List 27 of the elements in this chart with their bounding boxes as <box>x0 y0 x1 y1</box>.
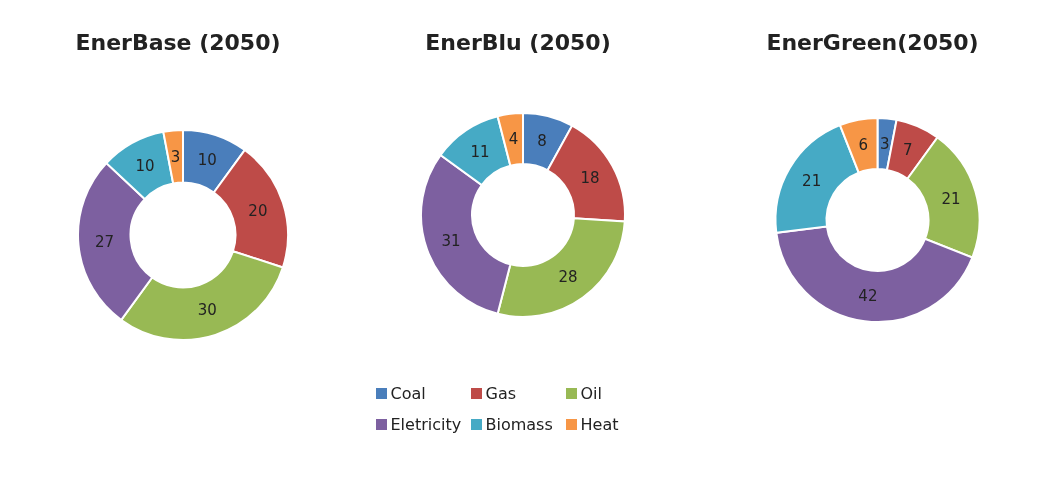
data-label: 21 <box>941 189 961 208</box>
data-label: 27 <box>95 233 115 252</box>
data-label: 42 <box>858 286 878 305</box>
data-label: 31 <box>441 231 461 250</box>
legend-label: Coal <box>390 384 426 403</box>
data-label: 6 <box>858 135 868 154</box>
legend-label: Eletricity <box>390 415 462 434</box>
data-label: 4 <box>508 130 519 149</box>
data-label: 8 <box>537 131 547 150</box>
chart-title: EnerBlu (2050) <box>424 30 612 55</box>
data-label: 10 <box>135 156 155 175</box>
data-label: 20 <box>248 201 268 220</box>
data-label: 3 <box>879 134 890 153</box>
data-label: 11 <box>470 142 490 161</box>
data-label: 18 <box>580 169 600 188</box>
legend-label: Gas <box>485 384 517 403</box>
legend-label: Oil <box>580 384 602 403</box>
data-label: 7 <box>903 140 913 159</box>
data-label: 28 <box>558 267 578 286</box>
data-label: 21 <box>802 172 822 191</box>
data-label: 10 <box>197 151 217 170</box>
chart-title: EnerGreen(2050) <box>765 30 980 55</box>
legend-label: Biomass <box>485 415 553 434</box>
data-label: 3 <box>170 147 181 166</box>
chart-title: EnerBase (2050) <box>74 30 282 55</box>
data-label: 30 <box>197 300 217 319</box>
legend-label: Heat <box>580 415 619 434</box>
